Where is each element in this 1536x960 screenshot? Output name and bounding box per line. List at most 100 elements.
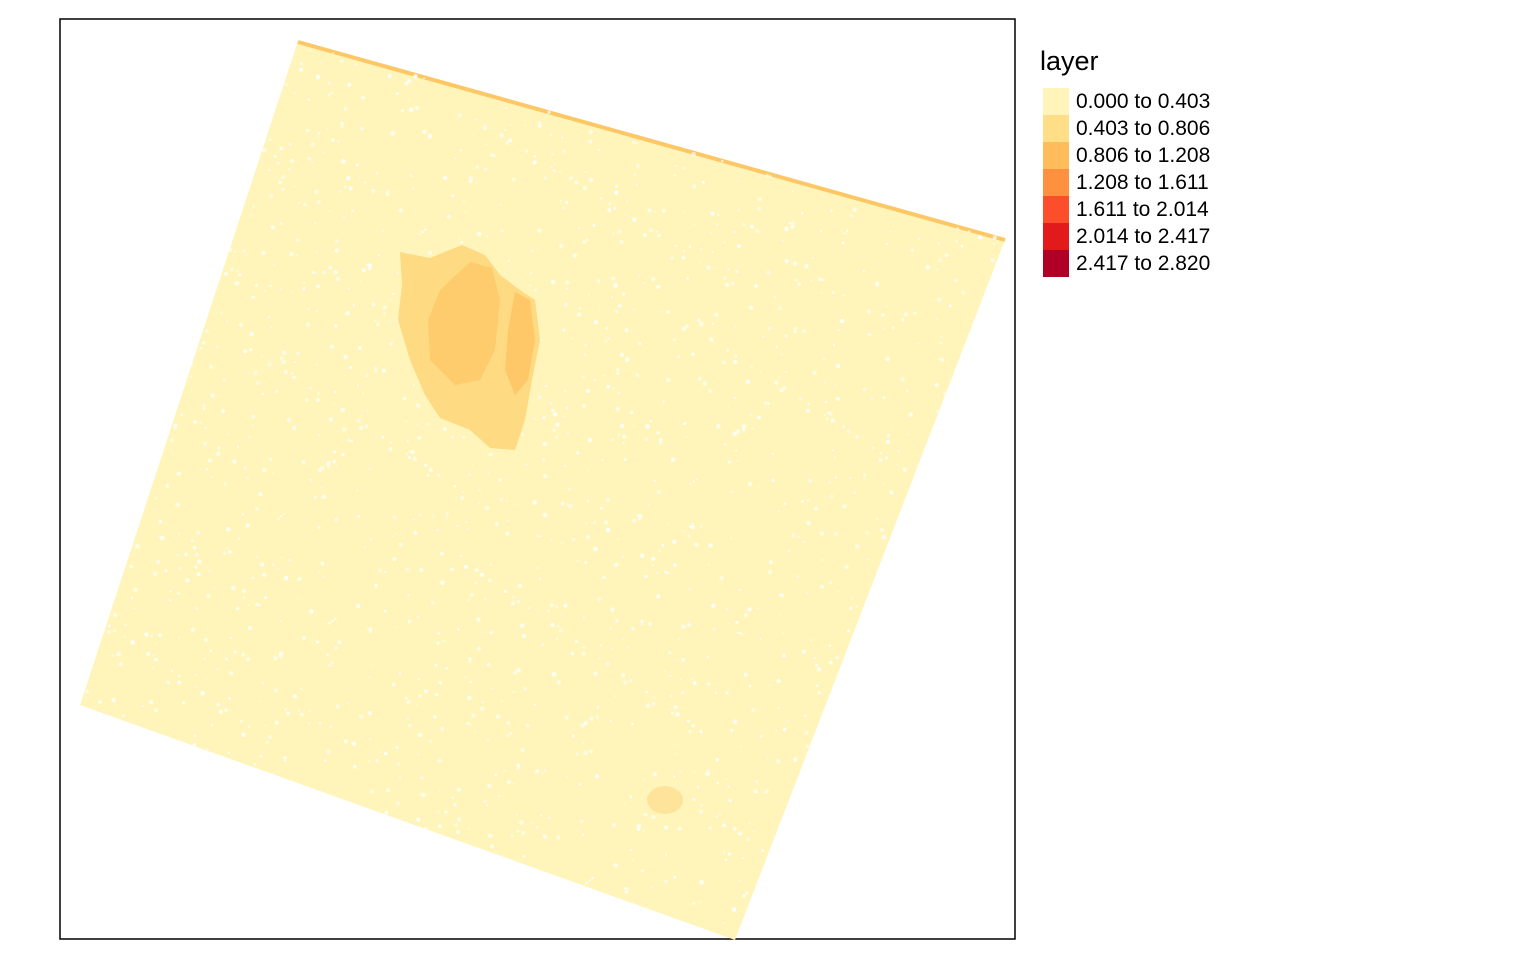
nodata-speckle <box>241 248 246 253</box>
nodata-speckle <box>797 282 802 286</box>
nodata-speckle <box>572 253 577 258</box>
nodata-speckle <box>236 269 239 272</box>
nodata-speckle <box>268 360 271 363</box>
nodata-speckle <box>554 435 559 440</box>
nodata-speckle <box>787 549 791 553</box>
nodata-speckle <box>697 376 702 381</box>
nodata-speckle <box>839 318 845 324</box>
nodata-speckle <box>883 327 886 330</box>
nodata-speckle <box>889 230 892 233</box>
nodata-speckle <box>166 680 170 684</box>
nodata-speckle <box>885 439 891 445</box>
nodata-speckle <box>205 329 209 333</box>
nodata-speckle <box>222 551 227 556</box>
nodata-speckle <box>691 151 697 157</box>
nodata-speckle <box>657 233 661 238</box>
nodata-speckle <box>795 278 798 282</box>
nodata-speckle <box>672 539 677 545</box>
nodata-speckle <box>553 163 556 166</box>
nodata-speckle <box>541 771 544 775</box>
nodata-speckle <box>574 180 579 185</box>
nodata-speckle <box>824 401 828 404</box>
nodata-speckle <box>190 375 193 379</box>
nodata-speckle <box>152 654 155 657</box>
nodata-speckle <box>744 613 748 617</box>
nodata-speckle <box>745 837 750 842</box>
nodata-speckle <box>369 789 375 794</box>
nodata-speckle <box>467 598 471 602</box>
nodata-speckle <box>314 272 317 275</box>
nodata-speckle <box>774 380 779 385</box>
nodata-speckle <box>585 535 590 539</box>
nodata-speckle <box>891 325 896 330</box>
nodata-speckle <box>507 259 510 263</box>
nodata-speckle <box>194 686 196 689</box>
nodata-speckle <box>190 539 194 543</box>
nodata-speckle <box>563 603 568 608</box>
nodata-speckle <box>348 366 353 370</box>
nodata-speckle <box>771 478 775 483</box>
nodata-speckle <box>332 459 336 464</box>
nodata-speckle <box>666 310 670 314</box>
nodata-speckle <box>356 514 361 519</box>
nodata-speckle <box>616 371 620 375</box>
nodata-speckle <box>133 607 136 610</box>
nodata-speckle <box>725 691 729 695</box>
nodata-speckle <box>692 797 696 802</box>
nodata-speckle <box>308 386 312 390</box>
nodata-speckle <box>732 431 738 437</box>
nodata-speckle <box>714 691 718 694</box>
nodata-speckle <box>813 506 818 511</box>
nodata-speckle <box>178 675 181 678</box>
nodata-speckle <box>817 691 822 695</box>
nodata-speckle <box>631 722 634 726</box>
nodata-speckle <box>668 295 670 297</box>
nodata-speckle <box>767 569 773 575</box>
nodata-speckle <box>375 171 379 175</box>
nodata-speckle <box>367 266 372 271</box>
nodata-speckle <box>568 503 574 509</box>
nodata-speckle <box>616 368 620 372</box>
nodata-speckle <box>267 362 272 367</box>
nodata-speckle <box>591 876 594 880</box>
nodata-speckle <box>284 708 287 711</box>
nodata-speckle <box>806 521 811 526</box>
nodata-speckle <box>723 442 728 447</box>
nodata-speckle <box>559 171 561 173</box>
nodata-speckle <box>797 535 800 539</box>
nodata-speckle <box>292 694 297 699</box>
nodata-speckle <box>830 418 836 423</box>
nodata-speckle <box>651 556 656 561</box>
nodata-speckle <box>730 490 734 494</box>
nodata-speckle <box>562 148 567 153</box>
nodata-speckle <box>326 749 332 755</box>
nodata-speckle <box>582 240 586 244</box>
nodata-speckle <box>833 456 837 459</box>
nodata-speckle <box>475 165 479 169</box>
nodata-speckle <box>525 463 528 466</box>
nodata-speckle <box>556 638 558 641</box>
nodata-speckle <box>389 298 392 301</box>
nodata-speckle <box>571 734 575 738</box>
nodata-speckle <box>337 140 340 143</box>
legend-swatch <box>1043 142 1069 169</box>
nodata-speckle <box>315 363 319 367</box>
nodata-speckle <box>255 602 259 607</box>
nodata-speckle <box>601 458 604 461</box>
nodata-speckle <box>835 396 840 401</box>
nodata-speckle <box>727 852 732 856</box>
nodata-speckle <box>733 826 737 831</box>
nodata-speckle <box>948 304 952 308</box>
nodata-speckle <box>505 500 508 503</box>
nodata-speckle <box>170 669 174 673</box>
nodata-speckle <box>609 627 612 630</box>
nodata-speckle <box>562 206 565 210</box>
nodata-speckle <box>476 231 482 237</box>
nodata-speckle <box>688 245 692 248</box>
nodata-speckle <box>241 732 246 738</box>
nodata-speckle <box>276 568 280 571</box>
nodata-speckle <box>640 553 645 558</box>
nodata-speckle <box>829 494 834 499</box>
nodata-speckle <box>404 81 409 86</box>
nodata-speckle <box>398 776 402 779</box>
